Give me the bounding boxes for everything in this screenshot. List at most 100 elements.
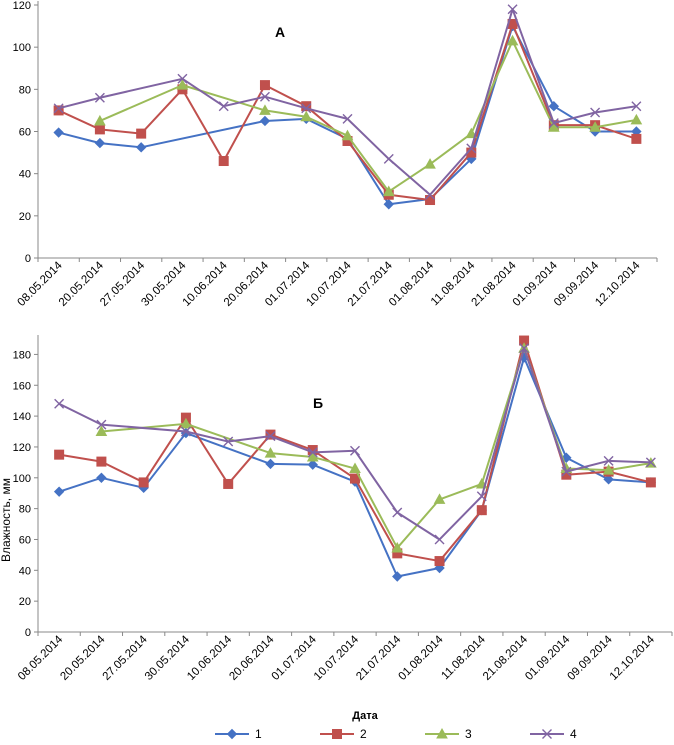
series-3-point <box>506 34 519 46</box>
chart-b: 02040608010012014016018008.05.201420.05.… <box>0 335 673 683</box>
series-3-point <box>589 121 601 132</box>
legend-4-marker <box>542 729 552 739</box>
y-tick-label: 40 <box>19 565 31 577</box>
legend-1-label: 1 <box>255 727 262 740</box>
series-3-point <box>382 185 395 197</box>
legend-1-marker <box>226 728 238 740</box>
series-3-point <box>349 462 361 474</box>
series-1-point <box>603 474 614 485</box>
series-4-point <box>590 107 601 118</box>
series-4-point <box>218 101 229 112</box>
y-tick-label: 20 <box>19 596 31 608</box>
y-tick-label: 160 <box>13 380 31 392</box>
series-4-point <box>54 398 65 409</box>
legend-2-label: 2 <box>360 727 367 740</box>
series-3-point <box>94 114 106 126</box>
series-2-point <box>218 156 229 167</box>
series-2-point <box>136 128 147 139</box>
y-tick-label: 80 <box>19 504 31 516</box>
legend-3-label: 3 <box>465 727 472 740</box>
series-4-point <box>350 445 360 456</box>
series-3-point <box>300 110 313 122</box>
series-2-point <box>53 105 64 116</box>
series-1-point <box>383 199 394 210</box>
series-2-point <box>223 478 234 489</box>
series-4-point <box>180 426 191 437</box>
series-1-point <box>53 486 65 497</box>
series-2-point <box>54 449 65 460</box>
series-4-point <box>307 447 318 458</box>
y-tick-label: 100 <box>13 42 31 54</box>
series-4-point <box>53 103 64 114</box>
series-2-point <box>96 456 107 467</box>
series-3-point <box>306 450 319 462</box>
x-tick-label: 01.08.2014 <box>396 633 446 683</box>
series-4-point <box>94 92 105 103</box>
series-3-point <box>547 121 560 132</box>
y-tick-label: 80 <box>19 84 31 96</box>
series-3-line <box>101 347 652 549</box>
legend-2-marker <box>332 729 342 739</box>
series-3-point <box>465 127 478 139</box>
series-1-point <box>392 571 403 582</box>
series-1-point <box>53 127 64 138</box>
y-tick-label: 40 <box>19 169 31 181</box>
x-tick-label: 12.10.2014 <box>608 633 658 683</box>
series-1-point <box>307 459 318 470</box>
series-4-point <box>466 143 477 154</box>
series-4-point <box>519 343 530 354</box>
series-3-point <box>259 104 271 115</box>
series-1-point <box>548 100 560 112</box>
series-3-point <box>433 493 446 504</box>
series-4-point <box>561 466 572 477</box>
series-1-point <box>259 115 271 127</box>
series-4-line <box>58 8 637 196</box>
series-2-point <box>434 556 445 567</box>
series-3-point <box>95 425 108 437</box>
series-2-point <box>476 505 487 516</box>
series-3-point <box>176 79 189 90</box>
series-2-point <box>425 195 436 206</box>
series-3-point <box>602 464 615 475</box>
series-4-point <box>383 153 394 164</box>
legend: Дата 1 2 3 4 <box>215 710 577 741</box>
chart-title: А <box>275 24 285 40</box>
series-4-point <box>223 436 234 447</box>
series-2-point <box>259 80 270 91</box>
series-4-point <box>434 534 445 545</box>
series-2-point <box>138 477 149 488</box>
series-4-point <box>177 73 188 84</box>
series-3-point <box>180 417 192 429</box>
y-tick-label: 0 <box>25 253 31 265</box>
series-4-point <box>425 189 436 200</box>
y-tick-label: 60 <box>19 534 31 546</box>
series-2-point <box>645 477 656 488</box>
series-1-point <box>135 142 147 153</box>
series-4-point <box>96 419 107 430</box>
series-4-point <box>392 507 403 518</box>
legend-4-label: 4 <box>570 727 577 740</box>
series-3-point <box>391 541 404 553</box>
series-4-point <box>645 457 656 468</box>
chart-title: Б <box>313 395 323 411</box>
y-tick-label: 60 <box>19 127 31 139</box>
chart-a: 02040608010012008.05.201420.05.201427.05… <box>13 0 658 309</box>
series-4-point <box>259 91 270 102</box>
series-4-point <box>603 455 614 466</box>
series-4-point <box>301 103 312 114</box>
y-tick-label: 120 <box>13 442 31 454</box>
series-3-point <box>630 113 643 125</box>
y-tick-label: 140 <box>13 411 31 423</box>
y-tick-label: 180 <box>13 349 31 361</box>
series-3-point <box>341 129 354 141</box>
x-axis-label: Дата <box>352 710 378 722</box>
series-4-point <box>631 101 642 112</box>
series-4-point <box>548 118 559 129</box>
series-4-point <box>265 431 276 442</box>
series-4-line <box>58 347 651 541</box>
series-1-point <box>265 458 276 470</box>
y-tick-label: 100 <box>13 473 31 485</box>
legend-3-marker <box>436 727 448 739</box>
